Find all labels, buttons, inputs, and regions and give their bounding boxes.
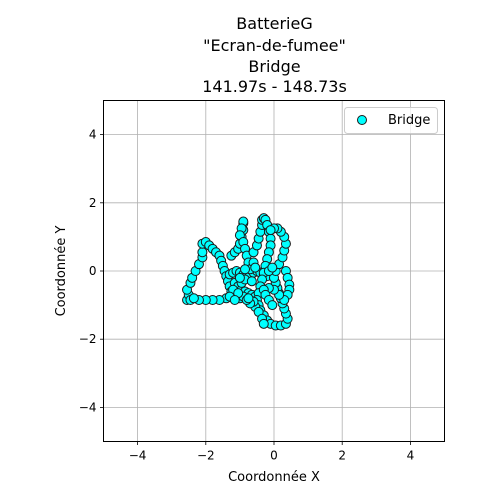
title-line-1: BatterieG (236, 14, 312, 33)
scatter-point (240, 264, 251, 275)
scatter-point (229, 294, 240, 305)
data-points (182, 213, 295, 331)
y-tick-label: −2 (79, 332, 97, 346)
y-axis-label: Coordonnée Y (54, 226, 69, 317)
x-axis-label: Coordonnée X (228, 470, 320, 485)
x-tick-label: 2 (338, 449, 346, 463)
y-tick-label: 0 (89, 264, 97, 278)
scatter-point (267, 300, 278, 311)
x-tick-label: 4 (407, 449, 415, 463)
title-line-2: "Ecran-de-fumee" (203, 36, 346, 55)
scatter-point (250, 262, 261, 273)
legend-marker (357, 115, 367, 125)
x-tick-label: 0 (270, 449, 278, 463)
scatter-point (234, 272, 245, 283)
scatter-point (265, 225, 276, 236)
legend-label: Bridge (388, 113, 430, 128)
title-line-4: 141.97s - 148.73s (202, 77, 347, 96)
title-line-3: Bridge (248, 57, 300, 76)
scatter-point (258, 318, 269, 329)
y-axis-ticks: −4 −2 0 2 4 (79, 128, 104, 414)
grid-lines (103, 100, 445, 442)
chart-title: BatterieG "Ecran-de-fumee" Bridge 141.97… (202, 14, 347, 96)
scatter-point (267, 262, 278, 273)
scatter-point (197, 247, 208, 258)
scatter-point (188, 293, 199, 304)
y-tick-label: 2 (89, 196, 97, 210)
legend: Bridge (344, 107, 438, 134)
x-tick-label: −4 (129, 449, 147, 463)
y-tick-label: 4 (89, 128, 97, 142)
x-axis-ticks: −4 −2 0 2 4 (129, 441, 415, 463)
scatter-point (246, 276, 257, 287)
legend-box (344, 107, 438, 134)
y-tick-label: −4 (79, 400, 97, 414)
scatter-point (243, 293, 254, 304)
x-tick-label: −2 (197, 449, 215, 463)
